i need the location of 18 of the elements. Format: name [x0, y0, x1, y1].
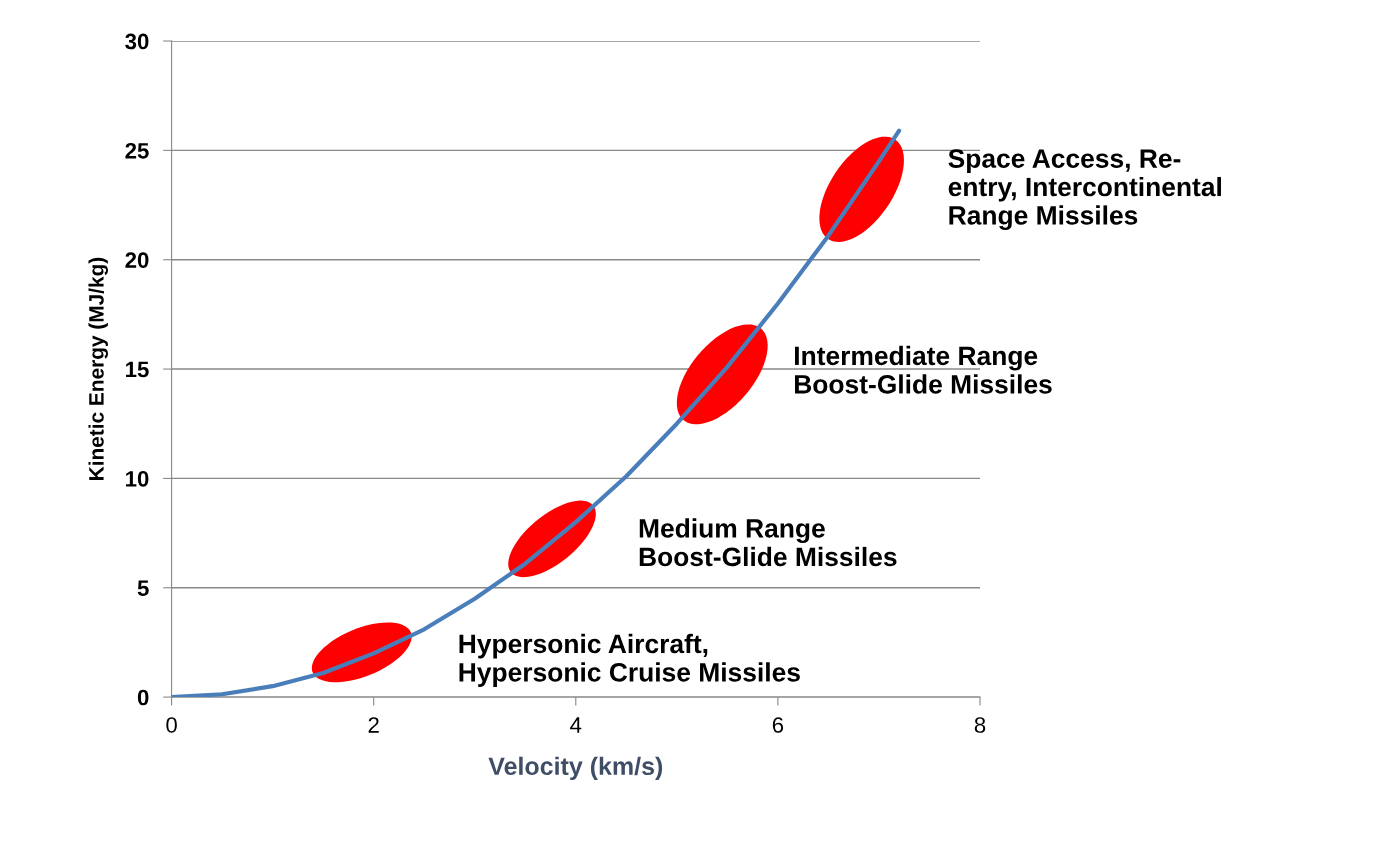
y-tick-label: 20 [125, 252, 149, 268]
x-tick-label: 8 [974, 717, 986, 733]
x-tick-label: 0 [166, 717, 177, 733]
annotation: Medium Range Boost-Glide Missiles [639, 518, 897, 567]
y-tick-label: 0 [137, 689, 149, 706]
y-tick-label: 10 [126, 470, 149, 487]
annotation: Intermediate Range Boost-Glide Missiles [795, 345, 1052, 394]
x-tick-label: 2 [368, 717, 379, 733]
y-tick-label: 15 [126, 361, 149, 378]
annotation: Hypersonic Aircraft, Hypersonic Cruise Missiles [459, 633, 800, 687]
annotation: Space Access, Re- entry, Intercontinental Range Missiles [948, 149, 1221, 231]
y-tick-label: 30 [125, 33, 149, 50]
x-axis-title: Velocity (km/s) [488, 756, 663, 781]
x-tick-label: 6 [772, 717, 784, 733]
y-tick-label: 5 [137, 580, 149, 597]
x-tick-label: 4 [570, 717, 582, 733]
y-axis-title: Kinetic Energy (MJ/kg) [88, 257, 108, 480]
y-tick-label: 25 [125, 142, 149, 159]
